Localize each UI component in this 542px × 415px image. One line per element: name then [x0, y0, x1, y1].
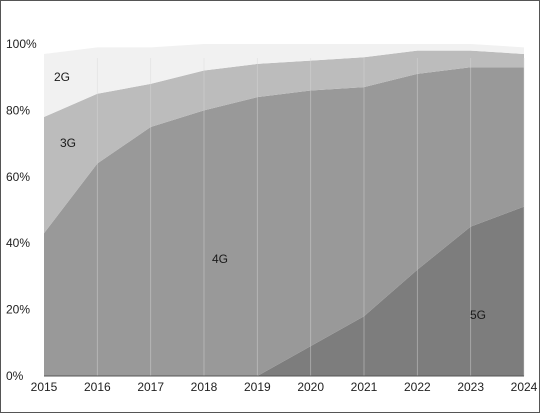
area-4g: [44, 67, 524, 376]
series-label-4g: 4G: [212, 252, 228, 266]
y-tick-label: 20%: [6, 303, 30, 317]
x-tick-label: 2020: [297, 380, 324, 394]
area-5g: [44, 206, 524, 376]
x-tick-label: 2022: [404, 380, 431, 394]
series-labels: 5G 4G 3G 2G: [54, 70, 486, 322]
y-tick-label: 60%: [6, 170, 30, 184]
x-tick-label: 2018: [191, 380, 218, 394]
x-tick-label: 2024: [511, 380, 538, 394]
y-tick-label: 80%: [6, 103, 30, 117]
y-tick-label: 40%: [6, 236, 30, 250]
y-tick-label: 0%: [6, 369, 24, 383]
series-label-3g: 3G: [60, 136, 76, 150]
x-tick-label: 2016: [84, 380, 111, 394]
series-label-5g: 5G: [470, 308, 486, 322]
x-axis-ticks: 2015 2016 2017 2018 2019 2020 2021 2022 2023 2024: [31, 380, 538, 394]
area-2g: [44, 44, 524, 118]
area-3g: [44, 50, 524, 234]
y-axis-ticks: 0% 20% 40% 60% 80% 100%: [6, 37, 37, 383]
x-tick-label: 2021: [351, 380, 378, 394]
vertical-gridlines: [96, 58, 525, 376]
series-label-2g: 2G: [54, 70, 70, 84]
x-tick-label: 2023: [457, 380, 484, 394]
x-tick-label: 2017: [137, 380, 164, 394]
y-tick-label: 100%: [6, 37, 37, 51]
area-series-group: [44, 44, 524, 376]
x-tick-label: 2019: [244, 380, 271, 394]
x-tick-label: 2015: [31, 380, 58, 394]
